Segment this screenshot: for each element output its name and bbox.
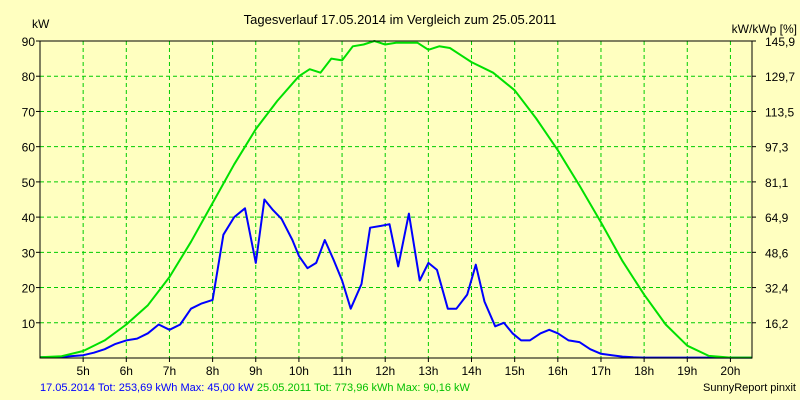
y-tick-label-left: 50: [22, 176, 36, 190]
y-tick-label-right: 113,5: [765, 105, 794, 119]
x-tick-label: 13h: [418, 364, 438, 378]
x-tick-label: 6h: [120, 364, 133, 378]
y-tick-label-left: 80: [22, 70, 36, 84]
y-tick-label-left: 10: [22, 317, 36, 331]
chart-title: Tagesverlauf 17.05.2014 im Vergleich zum…: [244, 12, 557, 27]
x-tick-label: 17h: [591, 364, 611, 378]
x-tick-label: 15h: [505, 364, 525, 378]
x-tick-label: 10h: [289, 364, 309, 378]
legend-series2-stats: Tot: 773,96 kWh Max: 90,16 kW: [314, 382, 470, 394]
series-line-2: [39, 40, 752, 359]
day-curve-chart: Tagesverlauf 17.05.2014 im Vergleich zum…: [22, 12, 797, 378]
x-tick-label: 19h: [677, 364, 697, 378]
y-tick-label-right: 64,9: [765, 211, 789, 225]
grid: [40, 41, 752, 358]
series-lines: [39, 40, 752, 359]
x-tick-label: 5h: [76, 364, 89, 378]
x-tick-label: 18h: [634, 364, 654, 378]
footer-legend: 17.05.2014 Tot: 253,69 kWh Max: 45,00 kW…: [40, 382, 470, 394]
x-tick-label: 7h: [163, 364, 176, 378]
y-tick-label-left: 70: [22, 105, 36, 119]
y-tick-label-left: 60: [22, 141, 36, 155]
x-tick-label: 12h: [375, 364, 395, 378]
x-tick-label: 16h: [548, 364, 568, 378]
legend-series2-date: 25.05.2011: [256, 382, 312, 394]
legend-series1-stats: Tot: 253,69 kWh Max: 45,00 kW: [97, 382, 254, 394]
axis-ticks: 5h 6h 7h 8h 9h 10h 11h 12h 13h 14h 15h 16h 17h 18h 19h…: [22, 35, 796, 378]
y-tick-label-left: 30: [22, 246, 36, 260]
plot-frame: [39, 40, 753, 359]
y-tick-label-right: 32,4: [765, 282, 789, 296]
y-tick-label-left: 40: [22, 211, 36, 225]
y-axis-right-label: kW/kWp [%]: [732, 22, 797, 36]
y-axis-left-label: kW: [32, 17, 50, 31]
y-tick-label-right: 97,3: [765, 141, 789, 155]
y-tick-label-right: 129,7: [765, 70, 795, 84]
legend-series1-date: 17.05.2014: [40, 382, 96, 394]
x-tick-label: 9h: [249, 364, 262, 378]
x-tick-label: 8h: [206, 364, 219, 378]
y-tick-label-right: 145,9: [765, 35, 795, 49]
y-tick-label-right: 81,1: [765, 176, 789, 190]
series-line-1: [39, 198, 752, 359]
x-tick-label: 14h: [461, 364, 481, 378]
x-tick-label: 11h: [332, 364, 351, 378]
x-tick-label: 20h: [720, 364, 740, 378]
y-tick-label-left: 90: [22, 35, 36, 49]
y-tick-label-left: 20: [22, 282, 36, 296]
y-tick-label-right: 48,6: [765, 246, 789, 260]
y-tick-label-right: 16,2: [765, 317, 789, 331]
footer-brand: SunnyReport pinxit: [703, 382, 796, 394]
